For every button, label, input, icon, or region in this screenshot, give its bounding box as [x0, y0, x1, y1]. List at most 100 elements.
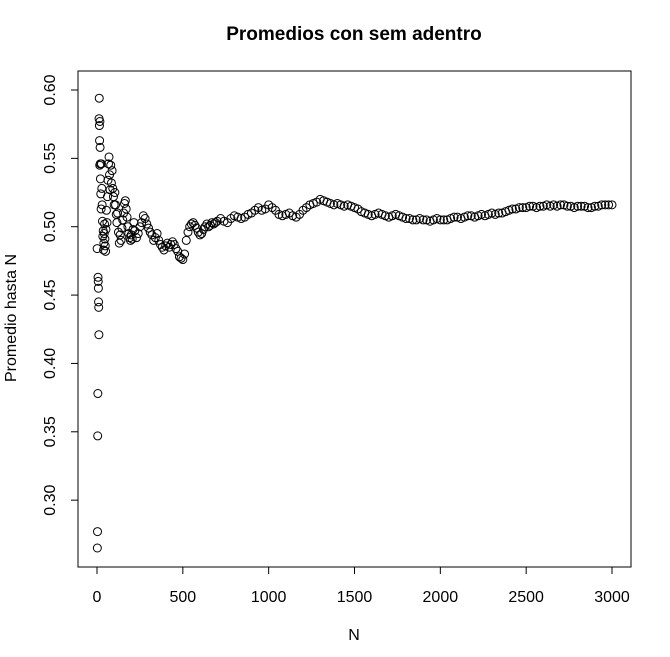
- data-point: [583, 203, 593, 213]
- data-point: [101, 246, 111, 256]
- data-point: [573, 201, 583, 211]
- data-point: [96, 204, 106, 214]
- data-point: [535, 201, 545, 211]
- data-point: [449, 212, 459, 222]
- data-point: [100, 234, 110, 244]
- x-axis: 0 500 1000 1500 2000 2500 3000: [93, 566, 630, 606]
- y-axis: 0.30 0.35 0.40 0.45 0.50 0.55 0.60: [42, 74, 79, 516]
- data-point: [122, 212, 132, 222]
- data-point: [106, 160, 116, 170]
- data-point: [99, 245, 109, 255]
- data-point: [127, 234, 137, 244]
- y-tick-label: 0.40: [42, 348, 59, 379]
- data-point: [138, 211, 148, 221]
- x-tick-label: 3000: [594, 589, 630, 606]
- data-point: [435, 215, 445, 225]
- data-point: [518, 203, 528, 213]
- data-point: [494, 208, 504, 218]
- data-point: [106, 178, 116, 188]
- x-tick-label: 2000: [423, 589, 459, 606]
- data-point: [125, 235, 135, 245]
- data-point: [142, 219, 152, 229]
- y-tick-label: 0.30: [42, 484, 59, 515]
- data-point: [116, 235, 126, 245]
- data-point: [113, 208, 123, 218]
- y-tick-label: 0.55: [42, 143, 59, 174]
- data-point: [95, 142, 105, 152]
- data-point: [556, 200, 565, 210]
- chart-title: Promedios con sem adentro: [226, 24, 482, 45]
- data-point: [408, 215, 418, 225]
- data-point: [93, 276, 103, 286]
- plot-area-frame: [77, 70, 632, 568]
- y-tick-label: 0.50: [42, 211, 59, 242]
- data-point: [418, 215, 428, 225]
- x-axis-label: N: [348, 627, 360, 644]
- data-point: [576, 201, 586, 211]
- x-tick-label: 2500: [508, 589, 544, 606]
- data-point: [114, 238, 124, 248]
- data-point: [93, 527, 103, 537]
- data-point: [94, 93, 104, 103]
- data-point: [94, 121, 104, 131]
- data-point: [92, 244, 102, 254]
- data-point: [95, 116, 105, 126]
- data-point: [95, 174, 105, 184]
- data-point: [93, 272, 103, 282]
- y-axis-label: Promedio hasta N: [3, 254, 20, 382]
- data-point: [604, 200, 614, 210]
- x-tick-label: 1500: [337, 589, 373, 606]
- data-point: [93, 283, 103, 293]
- data-point: [401, 214, 411, 224]
- data-point: [600, 200, 610, 210]
- data-point: [97, 183, 107, 193]
- data-point: [131, 233, 141, 243]
- data-point: [112, 218, 122, 228]
- data-point: [97, 200, 107, 210]
- data-point: [102, 218, 112, 228]
- data-point: [101, 205, 111, 215]
- data-point: [183, 227, 193, 237]
- data-point: [110, 188, 120, 198]
- data-point: [180, 249, 190, 259]
- data-point: [463, 211, 473, 221]
- data-point: [562, 201, 572, 211]
- data-point: [111, 200, 121, 210]
- data-point: [115, 230, 125, 240]
- data-point: [140, 214, 150, 224]
- data-point: [597, 200, 607, 210]
- x-tick-label: 0: [93, 589, 102, 606]
- data-point: [99, 229, 109, 239]
- data-point: [133, 229, 143, 239]
- data-point: [100, 219, 110, 229]
- data-point: [120, 196, 130, 206]
- x-tick-label: 500: [169, 589, 196, 606]
- data-point: [104, 159, 114, 169]
- data-point: [200, 222, 210, 232]
- data-point: [93, 431, 103, 441]
- data-point: [95, 136, 105, 146]
- data-point: [181, 235, 191, 245]
- data-point: [439, 215, 449, 225]
- data-point: [207, 218, 217, 228]
- data-point: [94, 302, 104, 312]
- data-point: [590, 201, 600, 211]
- data-point: [107, 166, 117, 176]
- data-point: [96, 159, 106, 169]
- data-point: [93, 389, 103, 399]
- data-point: [178, 255, 188, 265]
- data-point: [525, 201, 535, 211]
- data-point: [104, 152, 114, 162]
- data-point: [92, 543, 102, 553]
- y-tick-label: 0.45: [42, 279, 59, 310]
- data-points: [92, 93, 617, 553]
- data-point: [123, 222, 133, 232]
- data-point: [145, 227, 155, 237]
- data-point: [507, 204, 517, 214]
- y-tick-label: 0.35: [42, 416, 59, 447]
- x-tick-label: 1000: [251, 589, 287, 606]
- data-point: [101, 224, 111, 234]
- data-point: [100, 241, 110, 251]
- data-point: [152, 229, 162, 239]
